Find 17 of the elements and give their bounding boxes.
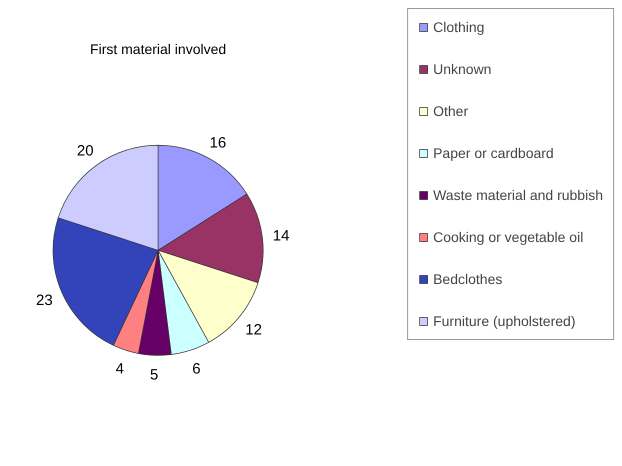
legend-label: Bedclothes — [433, 271, 502, 287]
data-label: 20 — [76, 142, 94, 160]
data-label: 16 — [209, 134, 226, 152]
legend-label: Paper or cardboard — [433, 145, 554, 161]
legend-label: Unknown — [433, 61, 492, 77]
legend-label: Furniture (upholstered) — [433, 313, 576, 329]
legend-label: Cooking or vegetable oil — [433, 229, 584, 245]
data-label: 23 — [36, 292, 53, 309]
legend-label: Other — [433, 103, 468, 119]
data-label: 12 — [245, 322, 262, 339]
data-label: 4 — [116, 360, 124, 378]
data-label: 5 — [150, 366, 158, 384]
legend-label: Waste material and rubbish — [433, 187, 603, 203]
data-label: 6 — [192, 360, 201, 378]
text: First material involved — [90, 40, 226, 57]
legend-label: Clothing — [433, 19, 484, 35]
data-label: 14 — [272, 227, 290, 244]
